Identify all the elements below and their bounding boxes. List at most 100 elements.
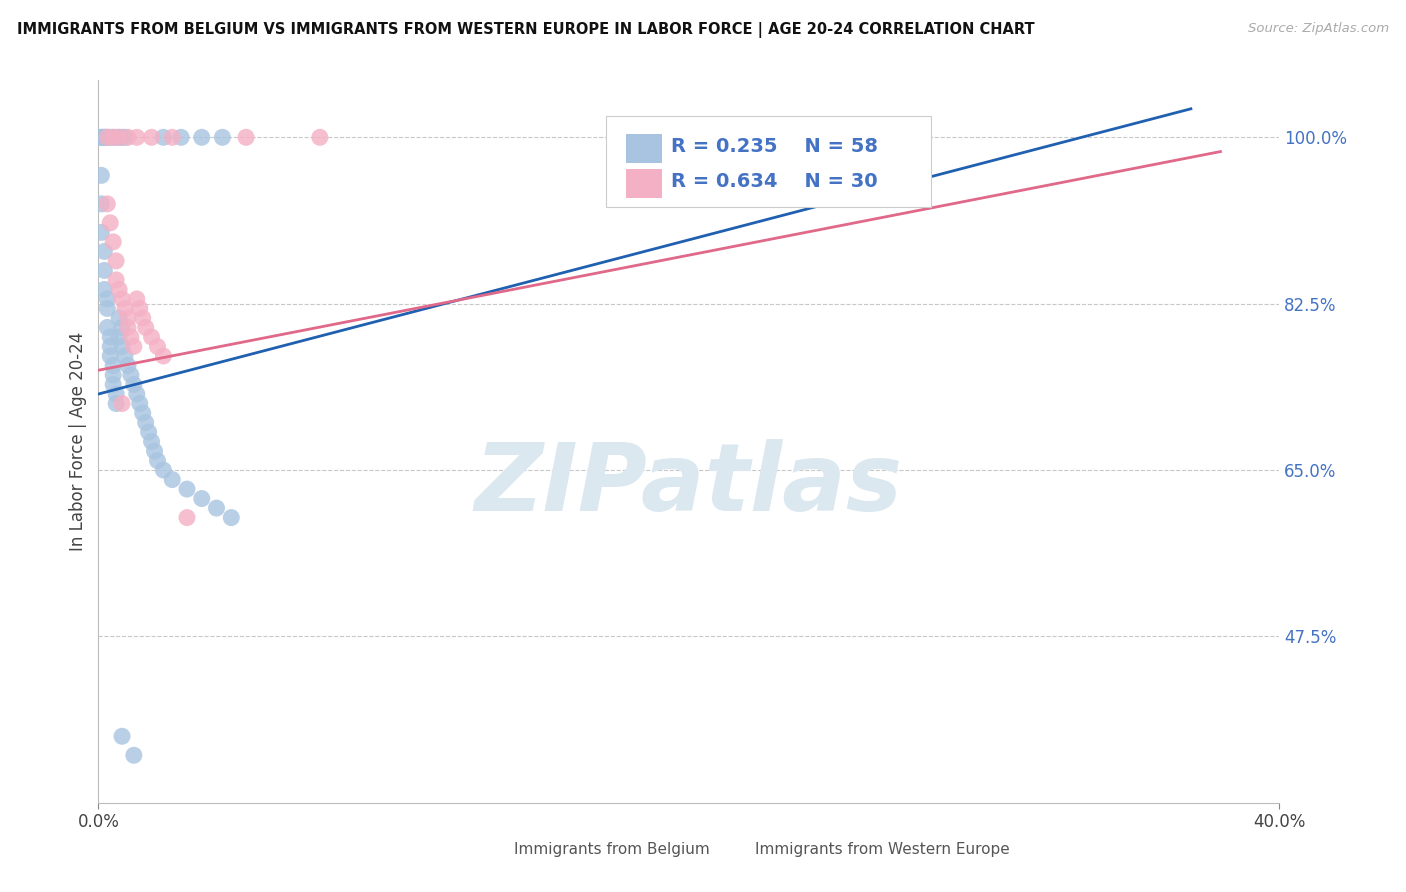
Point bbox=[176, 510, 198, 524]
Point bbox=[93, 244, 115, 259]
Point bbox=[98, 349, 121, 363]
FancyBboxPatch shape bbox=[626, 135, 662, 163]
Text: Immigrants from Belgium: Immigrants from Belgium bbox=[515, 842, 710, 857]
Point bbox=[122, 339, 145, 353]
Point bbox=[90, 130, 112, 145]
Point bbox=[96, 197, 118, 211]
Point bbox=[93, 130, 115, 145]
Point bbox=[96, 130, 118, 145]
Point bbox=[93, 263, 115, 277]
Point bbox=[111, 729, 134, 743]
Point bbox=[108, 282, 131, 296]
Point bbox=[98, 216, 121, 230]
Point bbox=[114, 349, 136, 363]
Point bbox=[103, 377, 125, 392]
Point bbox=[170, 130, 193, 145]
Point bbox=[132, 310, 155, 325]
Point bbox=[90, 197, 112, 211]
Point bbox=[176, 482, 198, 496]
Point bbox=[125, 130, 148, 145]
Point bbox=[211, 130, 233, 145]
Point bbox=[98, 330, 121, 344]
Point bbox=[96, 130, 118, 145]
Point bbox=[111, 130, 134, 145]
Point bbox=[111, 320, 134, 334]
Point bbox=[108, 130, 131, 145]
Point bbox=[98, 130, 121, 145]
Point bbox=[108, 310, 131, 325]
Point bbox=[111, 292, 134, 306]
Point bbox=[103, 130, 125, 145]
Point bbox=[98, 339, 121, 353]
Point bbox=[117, 359, 139, 373]
Point bbox=[132, 406, 155, 420]
Text: IMMIGRANTS FROM BELGIUM VS IMMIGRANTS FROM WESTERN EUROPE IN LABOR FORCE | AGE 2: IMMIGRANTS FROM BELGIUM VS IMMIGRANTS FR… bbox=[17, 22, 1035, 38]
Point bbox=[103, 130, 125, 145]
Point bbox=[152, 349, 174, 363]
Point bbox=[105, 387, 128, 401]
Point bbox=[96, 130, 118, 145]
Point bbox=[120, 330, 142, 344]
Point bbox=[108, 330, 131, 344]
Point bbox=[221, 510, 243, 524]
Point bbox=[103, 235, 125, 249]
Point bbox=[162, 130, 183, 145]
Text: Immigrants from Western Europe: Immigrants from Western Europe bbox=[755, 842, 1010, 857]
Point bbox=[122, 748, 145, 763]
Point bbox=[146, 339, 169, 353]
Point bbox=[105, 253, 128, 268]
Point bbox=[152, 463, 174, 477]
Point bbox=[117, 310, 139, 325]
Point bbox=[125, 387, 148, 401]
Y-axis label: In Labor Force | Age 20-24: In Labor Force | Age 20-24 bbox=[69, 332, 87, 551]
Point bbox=[162, 473, 183, 487]
Text: R = 0.634    N = 30: R = 0.634 N = 30 bbox=[671, 172, 877, 191]
Point bbox=[105, 273, 128, 287]
Point bbox=[114, 301, 136, 316]
Text: ZIPatlas: ZIPatlas bbox=[475, 439, 903, 531]
Point bbox=[103, 359, 125, 373]
Point bbox=[205, 501, 228, 516]
Point bbox=[96, 320, 118, 334]
Point bbox=[93, 130, 115, 145]
Point bbox=[105, 396, 128, 410]
Text: Source: ZipAtlas.com: Source: ZipAtlas.com bbox=[1249, 22, 1389, 36]
Point bbox=[235, 130, 257, 145]
Point bbox=[135, 416, 157, 430]
Point bbox=[90, 226, 112, 240]
Point bbox=[146, 453, 169, 467]
Point bbox=[128, 396, 150, 410]
Point bbox=[108, 130, 131, 145]
Text: R = 0.235    N = 58: R = 0.235 N = 58 bbox=[671, 137, 879, 156]
Point bbox=[191, 130, 214, 145]
Point bbox=[141, 130, 163, 145]
Point bbox=[143, 444, 166, 458]
Point bbox=[125, 292, 148, 306]
Point bbox=[93, 282, 115, 296]
Point bbox=[96, 292, 118, 306]
FancyBboxPatch shape bbox=[482, 840, 508, 861]
Point bbox=[138, 425, 160, 439]
Point bbox=[135, 320, 157, 334]
Point bbox=[90, 130, 112, 145]
Point bbox=[152, 130, 174, 145]
Point bbox=[141, 434, 163, 449]
Point bbox=[122, 377, 145, 392]
FancyBboxPatch shape bbox=[723, 840, 748, 861]
Point bbox=[96, 301, 118, 316]
Point bbox=[191, 491, 214, 506]
Point bbox=[114, 130, 136, 145]
FancyBboxPatch shape bbox=[626, 169, 662, 198]
Point bbox=[120, 368, 142, 382]
Point bbox=[117, 130, 139, 145]
Point bbox=[105, 130, 128, 145]
Point bbox=[111, 339, 134, 353]
Point bbox=[103, 368, 125, 382]
Point bbox=[309, 130, 332, 145]
Point bbox=[117, 320, 139, 334]
Point bbox=[111, 396, 134, 410]
Point bbox=[90, 169, 112, 183]
Point bbox=[141, 330, 163, 344]
Point bbox=[128, 301, 150, 316]
FancyBboxPatch shape bbox=[606, 117, 931, 207]
